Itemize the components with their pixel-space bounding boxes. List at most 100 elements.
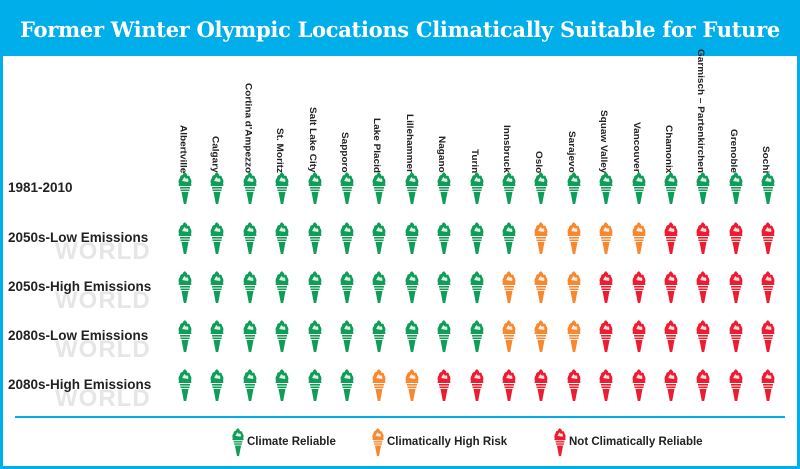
torch-icon-reliable	[242, 222, 258, 254]
torch-icon-reliable	[209, 320, 225, 352]
torch-icon-reliable	[177, 222, 193, 254]
chart-title: Former Winter Olympic Locations Climatic…	[3, 3, 797, 95]
torch-icon	[553, 425, 567, 459]
torch-icon-reliable	[339, 222, 355, 254]
divider	[15, 416, 785, 418]
torch-icon-reliable	[631, 172, 647, 204]
torch-icon-not-reliable	[663, 369, 679, 401]
torch-icon-reliable	[436, 172, 452, 204]
torch-icon-reliable	[339, 172, 355, 204]
torch-icon-reliable	[404, 222, 420, 254]
row-label: 2050s-High Emissions	[8, 279, 152, 294]
torch-icon-high-risk	[404, 369, 420, 401]
torch-icon-reliable	[404, 320, 420, 352]
column-label-text: St. Moritz	[274, 128, 285, 173]
torch-icon-reliable	[177, 320, 193, 352]
torch-icon-reliable	[339, 369, 355, 401]
torch-icon-high-risk	[533, 271, 549, 303]
torch-icon-reliable	[274, 271, 290, 303]
column-label-text: Cortina d'Ampezzo	[242, 82, 253, 173]
column-label-text: Nagano	[436, 136, 447, 173]
column-label-text: Salt Lake City	[307, 107, 318, 173]
torch-icon-reliable	[177, 271, 193, 303]
watermark-logo: WORLD	[55, 287, 151, 314]
torch-icon	[371, 425, 385, 459]
column-label-text: Squaw Valley	[598, 109, 609, 173]
torch-icon-high-risk	[533, 320, 549, 352]
column-label: Sapporo	[339, 63, 355, 173]
torch-icon-not-reliable	[631, 271, 647, 303]
torch-icon-reliable	[209, 222, 225, 254]
torch-icon-reliable	[177, 172, 193, 204]
torch-icon-high-risk	[631, 222, 647, 254]
torch-icon-not-reliable	[663, 222, 679, 254]
column-label: Innsbruck	[501, 63, 517, 173]
torch-icon-reliable	[501, 172, 517, 204]
column-label: Chamonix	[663, 63, 679, 173]
torch-icon-not-reliable	[760, 320, 776, 352]
torch-icon-reliable	[339, 271, 355, 303]
torch-icon-reliable	[436, 271, 452, 303]
torch-icon-reliable	[695, 172, 711, 204]
torch-icon-reliable	[760, 172, 776, 204]
column-label-text: Lake Placid	[371, 117, 382, 173]
column-label: Turin	[469, 63, 485, 173]
torch-icon-reliable	[274, 222, 290, 254]
torch-icon-reliable	[371, 320, 387, 352]
column-label: Salt Lake City	[307, 63, 323, 173]
torch-icon-reliable	[307, 320, 323, 352]
torch-icon-reliable	[242, 320, 258, 352]
column-label-text: Sochi	[760, 145, 771, 173]
column-label: Calgary	[209, 63, 225, 173]
column-label: Sochi	[760, 63, 776, 173]
torch-icon-reliable	[663, 172, 679, 204]
torch-icon-reliable	[533, 172, 549, 204]
torch-icon-reliable	[242, 271, 258, 303]
column-label-text: Innsbruck	[501, 125, 512, 173]
torch-icon-reliable	[371, 172, 387, 204]
torch-icon-reliable	[242, 369, 258, 401]
column-label-text: Turin	[469, 148, 480, 173]
torch-icon-not-reliable	[598, 271, 614, 303]
legend-item-not-reliable: Not Climatically Reliable	[553, 424, 703, 460]
torch-icon-reliable	[469, 271, 485, 303]
torch-icon-reliable	[598, 172, 614, 204]
column-label-text: Vancouver	[631, 122, 642, 173]
torch-icon-reliable	[274, 320, 290, 352]
row-label: 2080s-Low Emissions	[8, 328, 149, 343]
torch-icon-not-reliable	[695, 320, 711, 352]
column-label-text: Oslo	[533, 150, 544, 173]
column-label-text: Calgary	[209, 136, 220, 173]
torch-icon-not-reliable	[469, 369, 485, 401]
watermark-logo: WORLD	[55, 336, 151, 363]
torch-icon-reliable	[242, 172, 258, 204]
column-label: Lake Placid	[371, 63, 387, 173]
torch-icon-reliable	[501, 222, 517, 254]
torch-icon-not-reliable	[631, 369, 647, 401]
column-label: Squaw Valley	[598, 63, 614, 173]
torch-icon-not-reliable	[501, 369, 517, 401]
torch-icon-not-reliable	[663, 271, 679, 303]
torch-icon-not-reliable	[728, 222, 744, 254]
legend-label: Not Climatically Reliable	[569, 436, 703, 448]
column-label: Sarajevo	[566, 63, 582, 173]
torch-icon-not-reliable	[566, 369, 582, 401]
torch-icon-reliable	[177, 369, 193, 401]
torch-icon-reliable	[371, 271, 387, 303]
torch-icon-not-reliable	[760, 271, 776, 303]
column-label: Garmisch – Partenkirchen	[695, 49, 711, 173]
column-label: Lillehammer	[404, 63, 420, 173]
torch-icon-high-risk	[566, 320, 582, 352]
torch-icon-high-risk	[371, 369, 387, 401]
column-label-text: Chamonix	[663, 124, 674, 173]
torch-icon-not-reliable	[728, 320, 744, 352]
column-label-text: Grenoble	[728, 129, 739, 173]
torch-icon-not-reliable	[598, 320, 614, 352]
column-label: Nagano	[436, 63, 452, 173]
column-label: Cortina d'Ampezzo	[242, 63, 258, 173]
torch-icon-not-reliable	[533, 369, 549, 401]
torch-icon-reliable	[371, 222, 387, 254]
torch-icon-not-reliable	[728, 271, 744, 303]
torch-icon-high-risk	[501, 320, 517, 352]
